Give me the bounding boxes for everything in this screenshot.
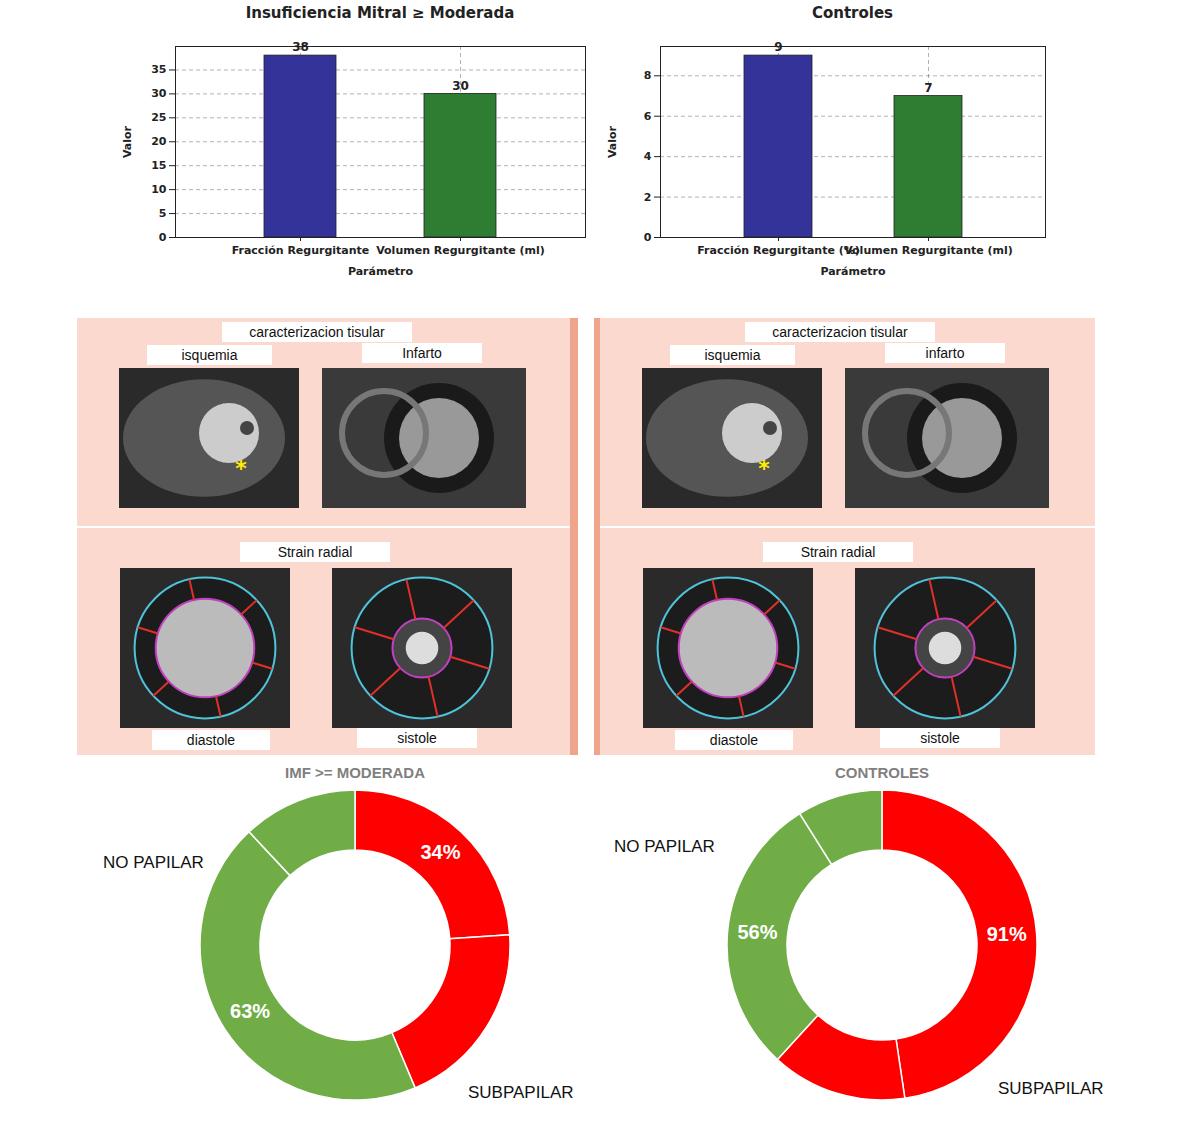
svg-text:Valor: Valor <box>606 125 619 158</box>
svg-text:Valor: Valor <box>121 125 134 158</box>
svg-text:10: 10 <box>151 183 167 196</box>
svg-text:91%: 91% <box>987 923 1027 945</box>
svg-text:15: 15 <box>151 159 166 172</box>
html-text:isquemia: isquemia <box>181 347 238 363</box>
html-text:infarto: infarto <box>925 345 965 361</box>
svg-text:25: 25 <box>151 111 166 124</box>
html-text:Strain radial: Strain radial <box>277 544 353 560</box>
html-text:Insuficiencia Mitral ≥ Moderad: Insuficiencia Mitral ≥ Moderada <box>245 4 515 22</box>
svg-text:30: 30 <box>452 79 469 93</box>
svg-text:Volumen Regurgitante (ml): Volumen Regurgitante (ml) <box>844 244 1013 257</box>
svg-text:CONTROLES: CONTROLES <box>835 764 929 781</box>
svg-text:SUBPAPILAR: SUBPAPILAR <box>468 1083 574 1102</box>
html-text:caracterizacion tisular: caracterizacion tisular <box>249 324 385 340</box>
svg-text:SUBPAPILAR: SUBPAPILAR <box>998 1079 1104 1098</box>
svg-text:Parámetro: Parámetro <box>820 265 886 278</box>
html-text:isquemia: isquemia <box>704 347 761 363</box>
svg-text:IMF >= MODERADA: IMF >= MODERADA <box>285 764 425 781</box>
html-text:Infarto: Infarto <box>402 345 442 361</box>
svg-text:63%: 63% <box>230 1000 270 1022</box>
html-text:Strain radial: Strain radial <box>800 544 876 560</box>
svg-text:38: 38 <box>292 40 309 54</box>
html-text:sistole: sistole <box>920 730 960 746</box>
svg-text:0: 0 <box>159 231 167 244</box>
svg-text:6: 6 <box>644 110 652 123</box>
svg-text:2: 2 <box>644 191 652 204</box>
svg-text:35: 35 <box>151 63 166 76</box>
svg-text:34%: 34% <box>420 841 460 863</box>
svg-text:0: 0 <box>644 231 652 244</box>
svg-text:NO PAPILAR: NO PAPILAR <box>614 837 715 856</box>
svg-text:NO PAPILAR: NO PAPILAR <box>103 853 204 872</box>
svg-text:Parámetro: Parámetro <box>348 265 414 278</box>
html-text:sistole: sistole <box>397 730 437 746</box>
svg-text:Fracción Regurgitante (%): Fracción Regurgitante (%) <box>697 244 860 257</box>
svg-text:20: 20 <box>151 135 167 148</box>
html-text:caracterizacion tisular: caracterizacion tisular <box>772 324 908 340</box>
html-text:Controles: Controles <box>811 4 893 22</box>
svg-text:Fracción Regurgitante: Fracción Regurgitante <box>232 244 370 257</box>
html-text:diastole: diastole <box>709 732 759 748</box>
html-text:diastole: diastole <box>186 732 236 748</box>
svg-text:Volumen Regurgitante (ml): Volumen Regurgitante (ml) <box>376 244 545 257</box>
svg-text:56%: 56% <box>737 921 777 943</box>
svg-text:9: 9 <box>774 40 782 54</box>
svg-text:5: 5 <box>159 207 167 220</box>
svg-text:30: 30 <box>151 87 167 100</box>
svg-text:4: 4 <box>644 150 652 163</box>
svg-text:*: * <box>758 456 770 481</box>
svg-text:*: * <box>235 456 247 481</box>
svg-text:7: 7 <box>924 81 932 95</box>
svg-text:8: 8 <box>644 69 652 82</box>
